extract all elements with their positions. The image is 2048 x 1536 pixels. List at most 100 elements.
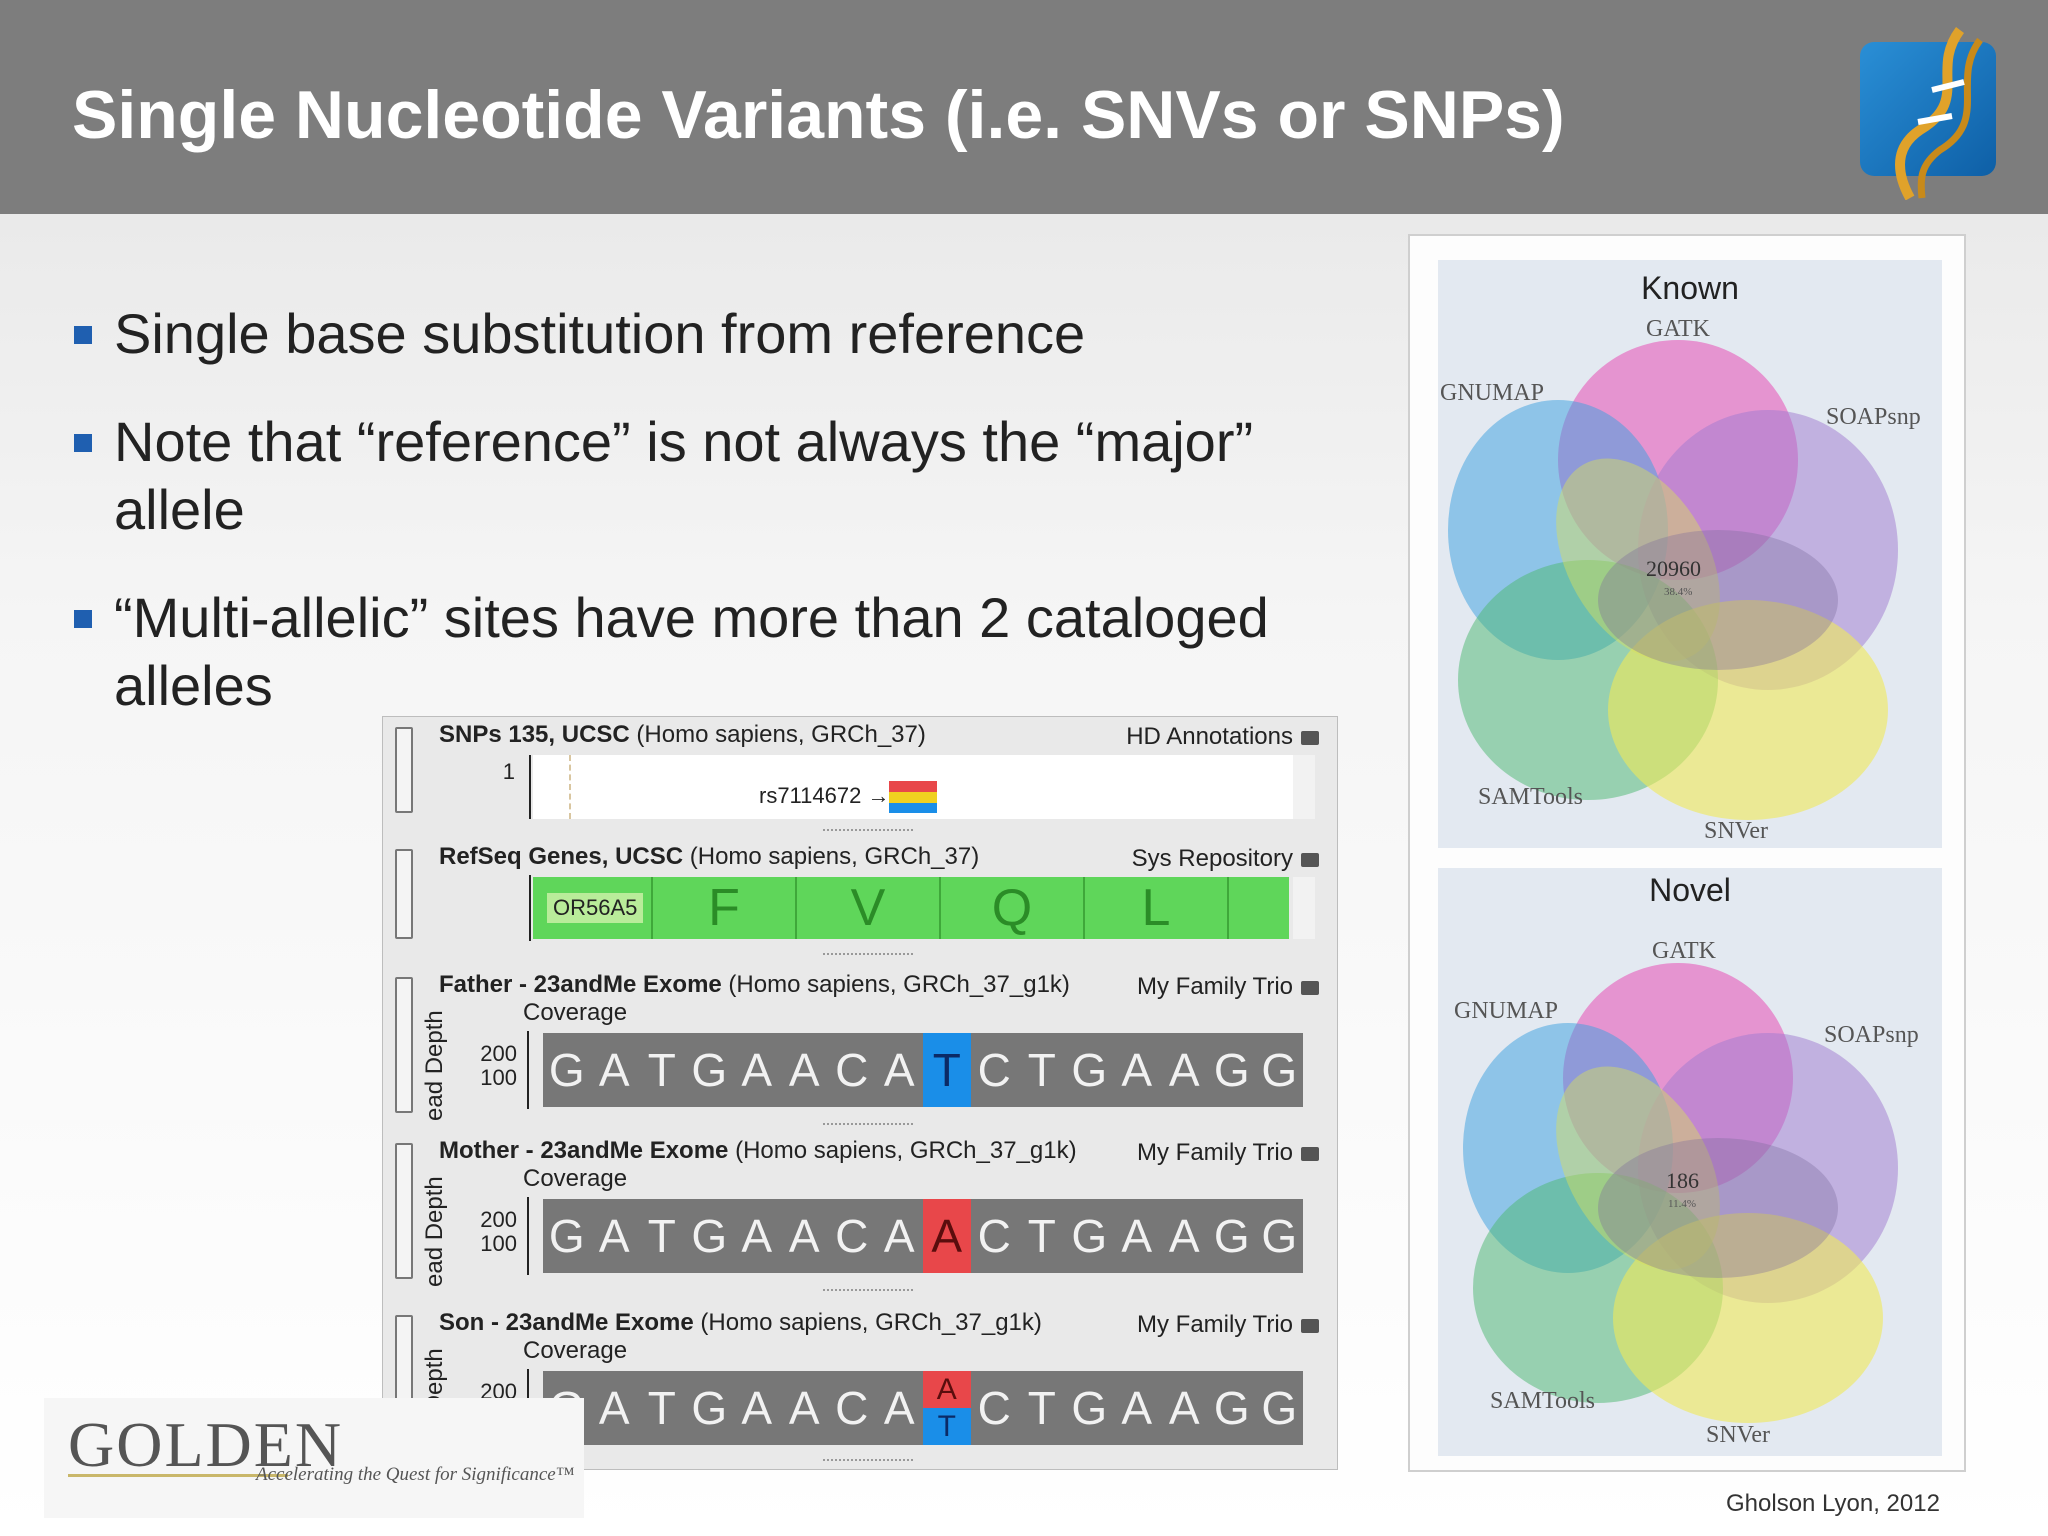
- track-scrollbar[interactable]: [1293, 755, 1315, 819]
- base: A: [1168, 1382, 1200, 1434]
- base: G: [691, 1210, 728, 1262]
- venn-label-gatk: GATK: [1646, 316, 1710, 342]
- allele-top: A: [923, 1371, 971, 1408]
- dna-logo-icon: [1860, 27, 1996, 200]
- base: A: [1121, 1044, 1153, 1096]
- venn-label-snver: SNVer: [1706, 1422, 1770, 1448]
- base: T: [1027, 1044, 1056, 1096]
- variant-base[interactable]: T: [923, 1033, 971, 1107]
- title-bar: Single Nucleotide Variants (i.e. SNVs or…: [0, 0, 2048, 214]
- base: A: [883, 1210, 915, 1262]
- track-divider[interactable]: [823, 953, 913, 955]
- track-subtitle: Coverage: [523, 1337, 628, 1364]
- amino-acid: L: [1085, 877, 1229, 939]
- bullet-list: Single base substitution from reference …: [72, 300, 1352, 760]
- father-track: Father - 23andMe Exome (Homo sapiens, GR…: [393, 969, 1329, 1133]
- venn-center-value: 186: [1666, 1168, 1699, 1193]
- base: C: [835, 1210, 869, 1262]
- base: A: [1121, 1210, 1153, 1262]
- track-drag-handle[interactable]: [395, 727, 413, 813]
- track-drag-handle[interactable]: [395, 1143, 413, 1279]
- amino-acid: V: [797, 877, 941, 939]
- amino-acid: Q: [941, 877, 1085, 939]
- base: T: [647, 1044, 676, 1096]
- track-source[interactable]: Sys Repository: [1132, 845, 1319, 873]
- base: A: [598, 1044, 630, 1096]
- base: G: [1071, 1382, 1108, 1434]
- track-title: RefSeq Genes, UCSC (Homo sapiens, GRCh_3…: [439, 843, 980, 870]
- venn-label-samtools: SAMTools: [1478, 784, 1584, 810]
- venn-label-soapsnp: SOAPsnp: [1824, 1022, 1919, 1048]
- snp-allele-swatch[interactable]: [889, 781, 937, 813]
- heterozygous-variant[interactable]: A T: [923, 1371, 971, 1445]
- track-drag-handle[interactable]: [395, 977, 413, 1113]
- axis-line: [529, 875, 531, 941]
- folder-icon: [1301, 1318, 1319, 1333]
- base: G: [1071, 1044, 1108, 1096]
- track-source[interactable]: HD Annotations: [1126, 723, 1319, 751]
- track-source[interactable]: My Family Trio: [1137, 1139, 1319, 1167]
- y-axis-label: ead Depth: [421, 1010, 448, 1121]
- refseq-track: RefSeq Genes, UCSC (Homo sapiens, GRCh_3…: [393, 841, 1329, 961]
- position-marker: [569, 755, 571, 819]
- base: A: [788, 1210, 820, 1262]
- base: G: [1071, 1210, 1108, 1262]
- gene-bar[interactable]: OR56A5 F V Q L: [533, 877, 1289, 939]
- golden-logo-word: GOLDEN: [68, 1409, 344, 1480]
- track-title: SNPs 135, UCSC (Homo sapiens, GRCh_37): [439, 721, 926, 748]
- venn-title: Novel: [1649, 872, 1731, 908]
- gene-name: OR56A5: [547, 893, 644, 923]
- venn-center-pct: 11.4%: [1668, 1198, 1697, 1210]
- base: A: [1168, 1044, 1200, 1096]
- axis-tick: 200: [480, 1041, 517, 1066]
- folder-icon: [1301, 1146, 1319, 1161]
- base: T: [647, 1382, 676, 1434]
- base: G: [691, 1044, 728, 1096]
- venn-center-pct: 38.4%: [1664, 586, 1693, 598]
- track-divider[interactable]: [823, 1459, 913, 1461]
- bullet-square-icon: [74, 434, 92, 452]
- track-divider[interactable]: [823, 1289, 913, 1291]
- snp-feature-label[interactable]: rs7114672 →: [759, 783, 890, 808]
- axis-tick: 100: [480, 1065, 517, 1090]
- track-source[interactable]: My Family Trio: [1137, 973, 1319, 1001]
- base: C: [835, 1382, 869, 1434]
- axis-tick: 1: [502, 759, 515, 784]
- base: G: [1261, 1210, 1298, 1262]
- base: G: [1213, 1210, 1250, 1262]
- track-source[interactable]: My Family Trio: [1137, 1311, 1319, 1339]
- base: G: [1213, 1044, 1250, 1096]
- venn-novel-shapes: [1463, 963, 1898, 1423]
- base: A: [1121, 1382, 1153, 1434]
- base: G: [548, 1210, 585, 1262]
- folder-icon: [1301, 852, 1319, 867]
- track-divider[interactable]: [823, 1123, 913, 1125]
- track-divider[interactable]: [823, 829, 913, 831]
- genome-browser-panel: SNPs 135, UCSC (Homo sapiens, GRCh_37) H…: [382, 716, 1338, 1470]
- y-axis-label: ead Depth: [421, 1176, 448, 1287]
- base: G: [1261, 1382, 1298, 1434]
- bullet-item: Single base substitution from reference: [72, 300, 1352, 368]
- golden-logo: GOLDEN Accelerating the Quest for Signif…: [44, 1398, 584, 1518]
- venn-known-shapes: [1448, 340, 1898, 820]
- venn-title: Known: [1641, 270, 1739, 306]
- base: A: [883, 1382, 915, 1434]
- base: G: [1261, 1044, 1298, 1096]
- venn-known: Known GATK GNUMAP SOAPsnp SAMTools SNVer…: [1438, 260, 1942, 848]
- base: G: [548, 1044, 585, 1096]
- base: A: [741, 1044, 773, 1096]
- track-title: Son - 23andMe Exome (Homo sapiens, GRCh_…: [439, 1309, 1042, 1336]
- folder-icon: [1301, 730, 1319, 745]
- bullet-item: Note that “reference” is not always the …: [72, 408, 1352, 544]
- bullet-square-icon: [74, 610, 92, 628]
- track-subtitle: Coverage: [523, 999, 628, 1026]
- track-scrollbar[interactable]: [1293, 877, 1315, 939]
- venn-label-snver: SNVer: [1704, 818, 1768, 844]
- allele-bottom: T: [923, 1408, 971, 1445]
- track-drag-handle[interactable]: [395, 849, 413, 939]
- base: A: [598, 1210, 630, 1262]
- mother-track: Mother - 23andMe Exome (Homo sapiens, GR…: [393, 1135, 1329, 1299]
- venn-novel: Novel GATK GNUMAP SOAPsnp SAMTools SNVer…: [1438, 868, 1942, 1456]
- variant-base[interactable]: A: [923, 1199, 971, 1273]
